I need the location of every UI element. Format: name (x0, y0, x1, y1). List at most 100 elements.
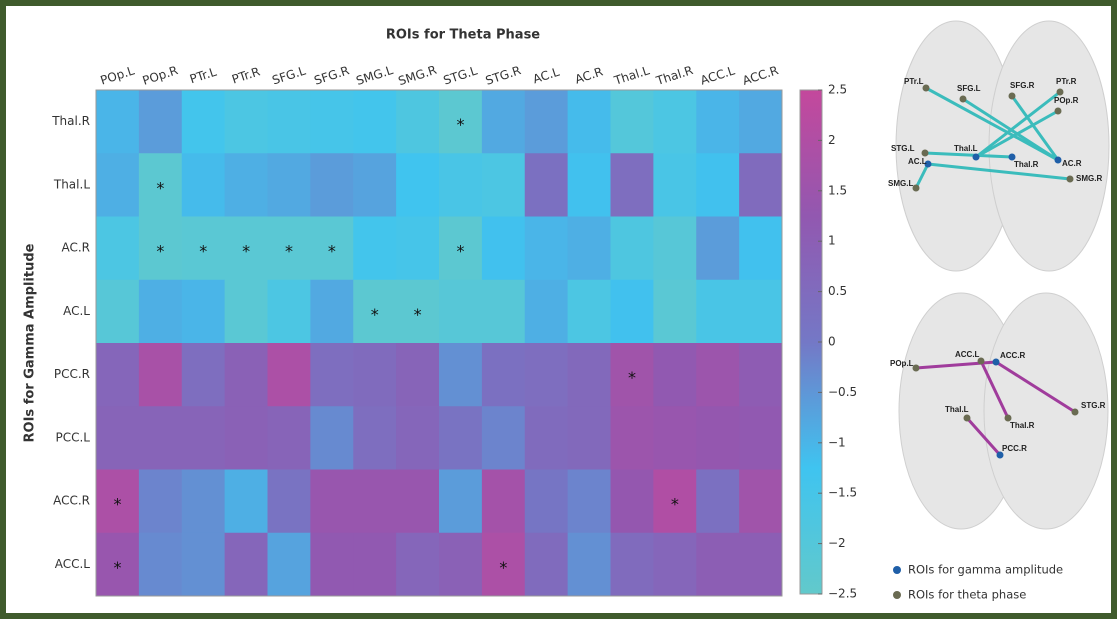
heat-cell (611, 217, 654, 281)
heat-cell (439, 153, 482, 217)
row-label: Thal.R (51, 114, 90, 128)
heat-cell (568, 217, 611, 281)
heat-cell (653, 533, 696, 597)
roi-label: SMG.L (888, 179, 913, 188)
significance-marker: * (113, 495, 121, 514)
heat-cell (439, 343, 482, 407)
row-label: AC.L (63, 304, 90, 318)
heat-cell (696, 90, 739, 154)
heat-cell (396, 343, 439, 407)
heat-cell (739, 343, 782, 407)
heat-cell (568, 343, 611, 407)
colorbar-tick-label: 0.5 (828, 284, 847, 298)
heat-cell (482, 90, 525, 154)
heat-cell (653, 406, 696, 470)
roi-label: Thal.R (1010, 421, 1035, 430)
roi-node (993, 359, 1000, 366)
roi-label: POp.L (890, 359, 914, 368)
roi-label: Thal.L (954, 144, 978, 153)
row-label: PCC.L (56, 430, 91, 444)
significance-marker: * (499, 558, 507, 577)
heat-cell (739, 217, 782, 281)
heat-cell (439, 470, 482, 534)
heat-cell (310, 280, 353, 344)
roi-label: SFG.R (1010, 81, 1035, 90)
heat-cell (525, 343, 568, 407)
roi-label: PTr.R (1056, 77, 1077, 86)
heat-cell (96, 90, 139, 154)
heat-cell (268, 90, 311, 154)
heat-cell (310, 470, 353, 534)
roi-label: STG.L (891, 144, 915, 153)
heat-cell (739, 153, 782, 217)
significance-marker: * (199, 242, 207, 261)
heat-cell (310, 90, 353, 154)
column-label: ACC.R (741, 63, 780, 88)
heat-cell (696, 343, 739, 407)
roi-label: ACC.R (1000, 351, 1026, 360)
legend-label: ROIs for gamma amplitude (908, 563, 1063, 577)
heat-cell (225, 343, 268, 407)
roi-label: Thal.R (1014, 160, 1039, 169)
heat-cell (268, 343, 311, 407)
column-label: Thal.L (611, 63, 651, 88)
heat-cell (482, 406, 525, 470)
heat-cell (696, 153, 739, 217)
heat-cell (482, 153, 525, 217)
row-label: ACC.L (55, 557, 91, 571)
column-label: AC.R (573, 64, 604, 86)
heat-cell (139, 90, 182, 154)
heat-cell (611, 153, 654, 217)
legend-label: ROIs for theta phase (908, 588, 1026, 602)
roi-node (1072, 409, 1079, 416)
chart: ROIs for Theta Phase ROIs for Gamma Ampl… (6, 6, 1111, 613)
heat-cell (525, 90, 568, 154)
heat-cell (225, 470, 268, 534)
significance-marker: * (156, 242, 164, 261)
significance-marker: * (285, 242, 293, 261)
roi-node (973, 154, 980, 161)
heat-cell (268, 406, 311, 470)
heat-cell (268, 280, 311, 344)
chart-title: ROIs for Theta Phase (386, 28, 540, 43)
significance-marker: * (456, 115, 464, 134)
heat-cell (225, 280, 268, 344)
heat-cell (739, 280, 782, 344)
row-label: ACC.R (53, 494, 90, 508)
heat-cell (611, 280, 654, 344)
heat-cell (568, 153, 611, 217)
colorbar-tick-label: 2 (828, 133, 836, 147)
colorbar-tick-label: −1.5 (828, 486, 857, 500)
heat-cell (653, 343, 696, 407)
heat-cell (611, 533, 654, 597)
heat-cell (482, 343, 525, 407)
heat-cell (439, 533, 482, 597)
roi-node (1057, 89, 1064, 96)
column-label: PTr.R (230, 64, 262, 86)
column-label: STG.R (484, 63, 523, 88)
heat-cell (310, 153, 353, 217)
heat-cell (525, 217, 568, 281)
legend-marker (893, 566, 901, 574)
column-label: SFG.L (270, 63, 307, 87)
colorbar-tick-label: 1.5 (828, 183, 847, 197)
heat-cell (139, 343, 182, 407)
heat-cell (653, 90, 696, 154)
column-label: STG.L (442, 63, 480, 87)
heat-cell (268, 153, 311, 217)
heat-cell (353, 533, 396, 597)
heat-cell (139, 470, 182, 534)
roi-label: SMG.R (1076, 174, 1102, 183)
significance-marker: * (414, 305, 422, 324)
heat-cell (696, 217, 739, 281)
column-label: SFG.R (312, 63, 351, 87)
roi-label: AC.R (1062, 159, 1082, 168)
heat-cell (611, 406, 654, 470)
heat-cell (568, 533, 611, 597)
heat-cell (396, 217, 439, 281)
colorbar-tick-label: −0.5 (828, 385, 857, 399)
heat-cell (396, 533, 439, 597)
heat-cell (182, 280, 225, 344)
row-label: PCC.R (54, 367, 90, 381)
colorbar-tick-label: −2 (828, 536, 846, 550)
